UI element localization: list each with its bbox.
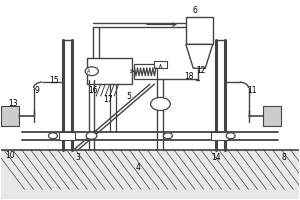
Text: 13: 13 — [8, 99, 17, 108]
Text: 6: 6 — [192, 6, 197, 15]
Text: 14: 14 — [211, 153, 220, 162]
Polygon shape — [186, 44, 213, 68]
Text: A: A — [87, 69, 91, 74]
Circle shape — [151, 97, 170, 111]
Text: 11: 11 — [247, 86, 256, 95]
Text: 5: 5 — [127, 92, 131, 101]
Bar — [1, 106, 19, 126]
Bar — [263, 106, 281, 126]
Circle shape — [86, 132, 97, 139]
Bar — [1, 150, 299, 199]
Bar — [134, 64, 158, 79]
Text: 4: 4 — [136, 163, 140, 172]
Bar — [186, 17, 213, 44]
Text: 18: 18 — [184, 72, 194, 81]
Circle shape — [85, 67, 98, 76]
Bar — [59, 132, 75, 140]
Text: 15: 15 — [50, 76, 59, 85]
Text: 3: 3 — [76, 153, 81, 162]
Text: 17: 17 — [103, 95, 113, 104]
Bar — [154, 61, 167, 68]
Circle shape — [226, 133, 235, 139]
Text: 16: 16 — [88, 86, 98, 95]
Bar — [87, 58, 132, 84]
Text: 10: 10 — [5, 151, 14, 160]
Circle shape — [49, 133, 57, 139]
Text: 9: 9 — [34, 86, 39, 95]
Text: 8: 8 — [282, 153, 287, 162]
Circle shape — [164, 133, 172, 139]
Bar — [211, 132, 228, 140]
Text: 12: 12 — [196, 66, 206, 75]
